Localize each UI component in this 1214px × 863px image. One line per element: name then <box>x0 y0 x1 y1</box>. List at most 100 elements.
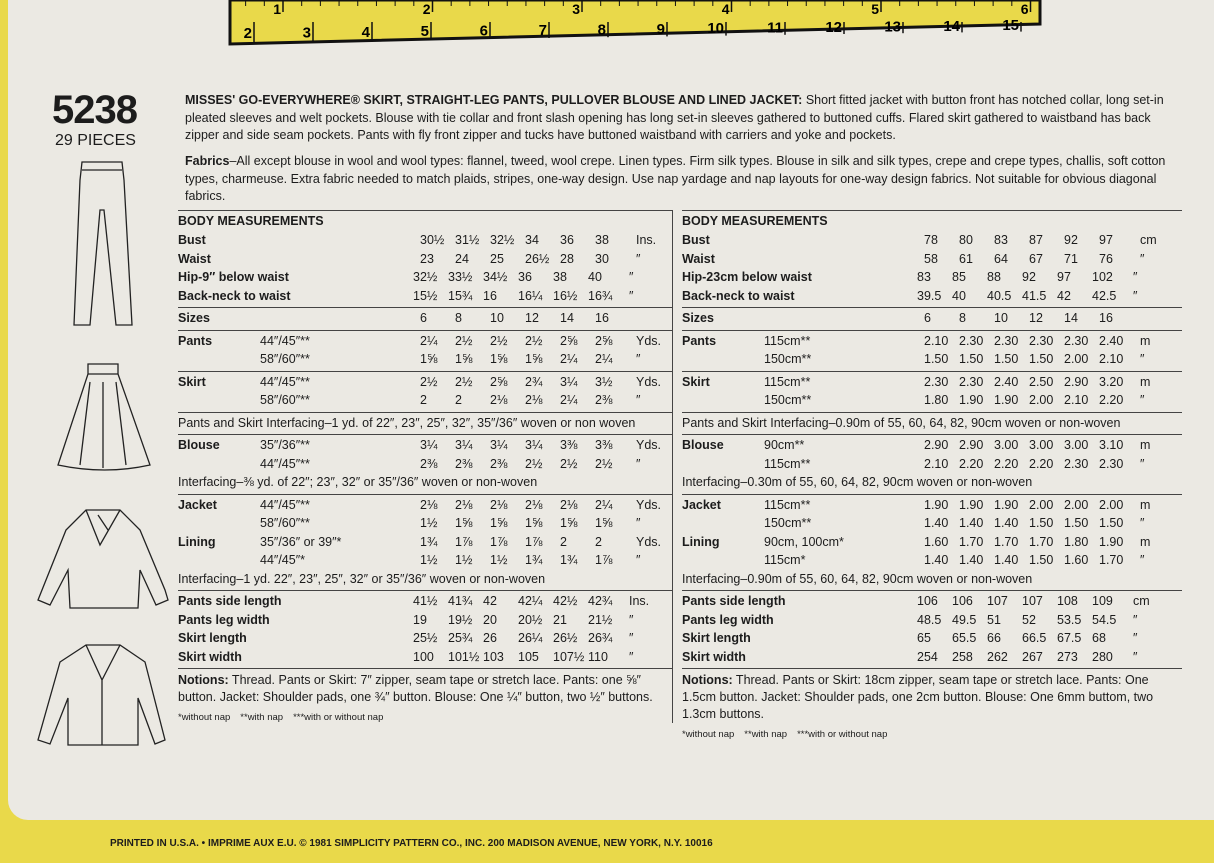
value: 6 <box>924 311 931 325</box>
value: 2¼ <box>560 393 578 407</box>
row-label <box>178 514 256 533</box>
unit: m <box>1140 534 1151 549</box>
row: Bust 78 80 83 87 92 97 cm <box>682 231 1182 250</box>
fabrics: Fabrics–All except blouse in wool and wo… <box>185 153 1185 206</box>
value: 12 <box>525 311 539 325</box>
row: Blouse 90cm** 2.90 2.90 3.00 3.00 3.00 3.10 m <box>682 436 1182 455</box>
section: Blouse 35″/36″** 3¼ 3¼ 3¼ 3¼ 3⅜ 3⅜ Yds. 44″/45″**… <box>178 435 672 495</box>
value: 16 <box>483 288 497 303</box>
row-label: Lining <box>178 534 216 549</box>
value: 2.90 <box>924 438 949 452</box>
value: 110 <box>588 649 608 664</box>
value: 2.10 <box>1064 393 1089 407</box>
unit: m <box>1140 497 1151 512</box>
row-label: Skirt length <box>682 631 751 645</box>
value: 2.20 <box>1099 393 1124 407</box>
value: 2.10 <box>924 456 949 471</box>
value: 1.50 <box>1064 516 1089 530</box>
value: 83 <box>917 270 931 284</box>
value: 23 <box>420 251 434 266</box>
value: 15½ <box>413 288 438 303</box>
value: 1⅝ <box>560 516 578 530</box>
value: 2 <box>560 534 567 549</box>
note: Interfacing–1 yd. 22″, 23″, 25″, 32″ or … <box>178 571 546 586</box>
value: 26¾ <box>588 631 613 645</box>
value: 1.40 <box>959 516 984 530</box>
value: 105 <box>518 649 539 664</box>
value: 42 <box>1057 288 1071 303</box>
row-label: Sizes <box>178 311 210 325</box>
footnotes: *without nap **with nap ***with or without… <box>178 712 672 723</box>
cm-label: 15 <box>1002 17 1019 34</box>
fabrics-text: –All except blouse in wool and wool type… <box>185 154 1166 203</box>
note: Interfacing–⅜ yd. of 22″; 23″, 32″ or 35… <box>178 475 538 489</box>
value: 58 <box>924 251 938 266</box>
row-label: Pants leg width <box>682 612 774 627</box>
value: 40.5 <box>987 288 1012 303</box>
value: 3.00 <box>994 438 1019 452</box>
row: Sizes 6 8 10 12 14 16 <box>178 309 672 328</box>
value: 102 <box>1092 270 1113 284</box>
unit: ″ <box>629 612 634 627</box>
value: 2 <box>420 393 427 407</box>
footnote: **with nap <box>744 729 788 740</box>
row-label: Waist <box>682 251 715 266</box>
value: 41½ <box>413 594 438 608</box>
value: 42.5 <box>1092 288 1117 303</box>
value: 107 <box>1022 594 1043 608</box>
row: Pants 44″/45″** 2¼ 2½ 2½ 2½ 2⅝ 2⅝ Yds. <box>178 332 672 351</box>
value: 48.5 <box>917 612 942 627</box>
value: 97 <box>1057 270 1071 284</box>
value: 54.5 <box>1092 612 1117 627</box>
value: 16 <box>1099 311 1113 325</box>
row: Pants side length 41½ 41¾ 42 42¼ 42½ 42¾ Ins. <box>178 592 672 611</box>
unit: m <box>1140 374 1151 389</box>
row-label <box>178 551 256 570</box>
value: 107½ <box>553 649 585 664</box>
value: 2⅝ <box>560 333 578 348</box>
pattern-number: 5238 <box>52 88 138 132</box>
value: 1.70 <box>959 534 984 549</box>
fabric-width: 150cm** <box>764 393 812 407</box>
unit: cm <box>1133 594 1150 608</box>
row: 58″/60″** 1⅝ 1⅝ 1⅝ 1⅝ 2¼ 2¼ ″ <box>178 350 672 369</box>
section: Pants side length 106 106 107 107 108 109 cm Pan… <box>682 591 1182 669</box>
value: 26 <box>483 631 497 645</box>
value: 2.30 <box>1029 333 1054 348</box>
value: 14 <box>1064 311 1078 325</box>
row: Skirt width 254 258 262 267 273 280 ″ <box>682 648 1182 667</box>
value: 16¼ <box>518 288 543 303</box>
value: 2½ <box>560 456 578 471</box>
value: 2½ <box>490 333 508 348</box>
value: 3⅜ <box>595 438 613 452</box>
value: 30½ <box>420 233 445 247</box>
cm-label: 12 <box>825 19 842 36</box>
unit: Ins. <box>636 233 657 247</box>
value: 97 <box>1099 233 1113 247</box>
row-label: Blouse <box>682 438 724 452</box>
value: 107 <box>987 594 1008 608</box>
fabrics-title: Fabrics <box>185 154 230 168</box>
unit: ″ <box>1133 649 1138 664</box>
fabric-width: 58″/60″** <box>260 393 310 407</box>
value: 2½ <box>525 456 543 471</box>
value: 3¼ <box>490 438 508 452</box>
jacket-drawing <box>37 644 166 746</box>
row-label <box>178 350 256 369</box>
value: 76 <box>1099 251 1113 266</box>
unit: ″ <box>1140 456 1145 471</box>
imperial-table: BODY MEASUREMENTS Bust 30½ 31½ 32½ 34 36 38 Ins.… <box>178 210 673 723</box>
description: MISSES' GO-EVERYWHERE® SKIRT, STRAIGHT-L… <box>185 92 1185 145</box>
value: 1.40 <box>959 553 984 567</box>
value: 254 <box>917 649 938 664</box>
value: 1⅝ <box>455 516 473 530</box>
fabric-width: 58″/60″** <box>260 516 310 530</box>
value: 10 <box>994 311 1008 325</box>
row: Back-neck to waist 39.5 40 40.5 41.5 42 42.5 ″ <box>682 287 1182 306</box>
row: 150cm** 1.40 1.40 1.40 1.50 1.50 1.50 ″ <box>682 514 1182 533</box>
value: 2.40 <box>994 374 1019 389</box>
value: 53.5 <box>1057 612 1082 627</box>
unit: ″ <box>629 288 634 303</box>
value: 92 <box>1064 233 1078 247</box>
value: 1.50 <box>924 352 949 366</box>
